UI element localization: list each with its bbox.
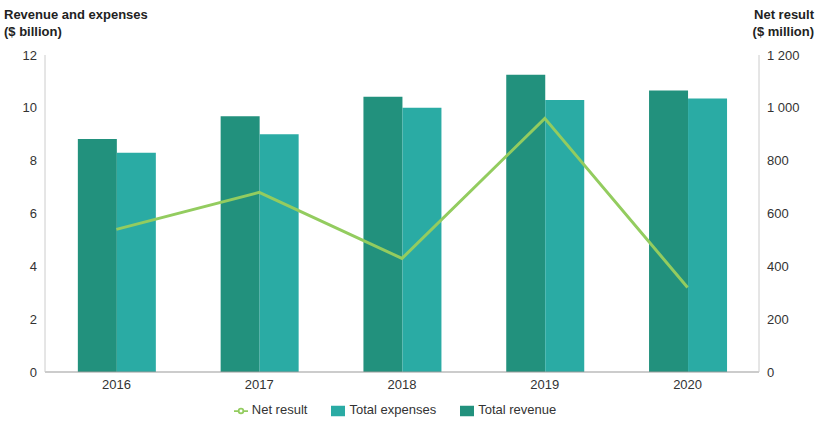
html-text:Total expenses: Total expenses [349, 402, 437, 417]
svg-text:8: 8 [30, 153, 37, 168]
svg-text:2: 2 [30, 312, 37, 327]
svg-text:10: 10 [23, 100, 37, 115]
svg-text:1 200: 1 200 [767, 48, 800, 63]
svg-text:12: 12 [23, 48, 37, 63]
svg-text:400: 400 [767, 259, 789, 274]
svg-text:0: 0 [30, 365, 37, 380]
svg-text:2019: 2019 [530, 377, 559, 392]
html-text:Total revenue: Total revenue [478, 402, 557, 417]
svg-text:2016: 2016 [102, 377, 131, 392]
html-text:Net result: Net result [754, 7, 814, 22]
html-text:Net result: Net result [251, 402, 308, 417]
html-text:Revenue and expenses: Revenue and expenses [4, 7, 148, 22]
svg-text:800: 800 [767, 153, 789, 168]
svg-text:1 000: 1 000 [767, 100, 800, 115]
svg-text:4: 4 [30, 259, 37, 274]
svg-text:2017: 2017 [245, 377, 274, 392]
svg-text:2020: 2020 [673, 377, 702, 392]
svg-text:600: 600 [767, 206, 789, 221]
html-text:($ million): ($ million) [752, 24, 814, 39]
svg-text:0: 0 [767, 365, 774, 380]
svg-text:2018: 2018 [388, 377, 417, 392]
svg-text:200: 200 [767, 312, 789, 327]
html-text:($ billion): ($ billion) [4, 24, 62, 39]
svg-text:6: 6 [30, 206, 37, 221]
